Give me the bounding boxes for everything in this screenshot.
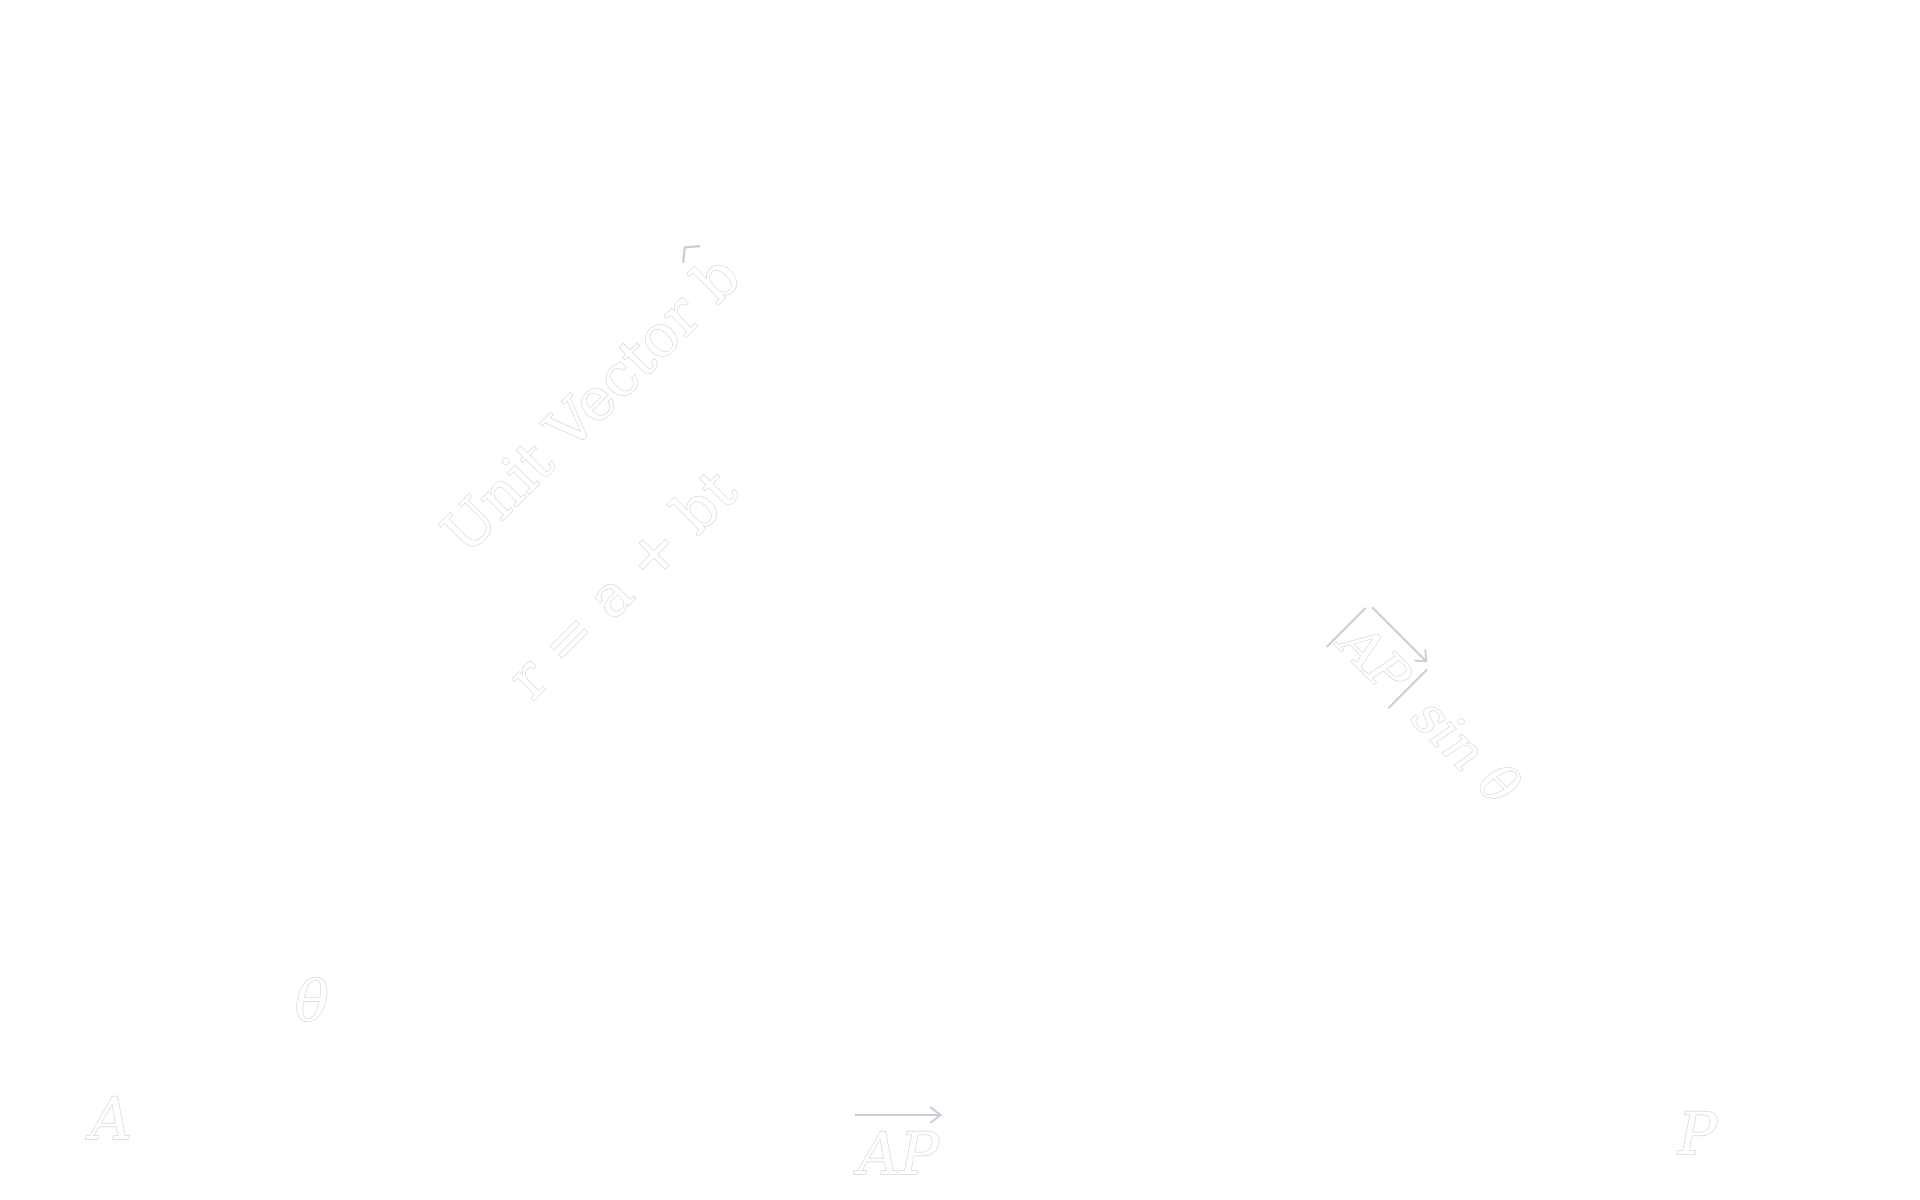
point-a-text: A [89, 1085, 132, 1153]
distance-trig-text: sin θ [1399, 686, 1531, 818]
vector-arrow-icon [854, 1106, 942, 1123]
angle-label-text: θ [294, 970, 329, 1035]
vector-ap-label: AP [854, 1106, 942, 1184]
vector-ap-text: AP [857, 1120, 939, 1188]
point-p-text: P [1677, 1100, 1718, 1168]
vector-arrow-icon [1371, 606, 1428, 663]
distance-vector-ap: AP [1327, 606, 1428, 708]
point-p-label: P [1677, 1104, 1717, 1163]
vector-ap: AP [854, 1106, 942, 1184]
point-a-label: A [89, 1089, 132, 1148]
distance-label: AP sin θ [1320, 603, 1531, 818]
unit-vector-title: Unit Vector b [428, 241, 754, 567]
hat-icon [682, 244, 701, 263]
unit-vector-symbol: b [678, 241, 754, 317]
angle-label: θ [294, 974, 329, 1031]
